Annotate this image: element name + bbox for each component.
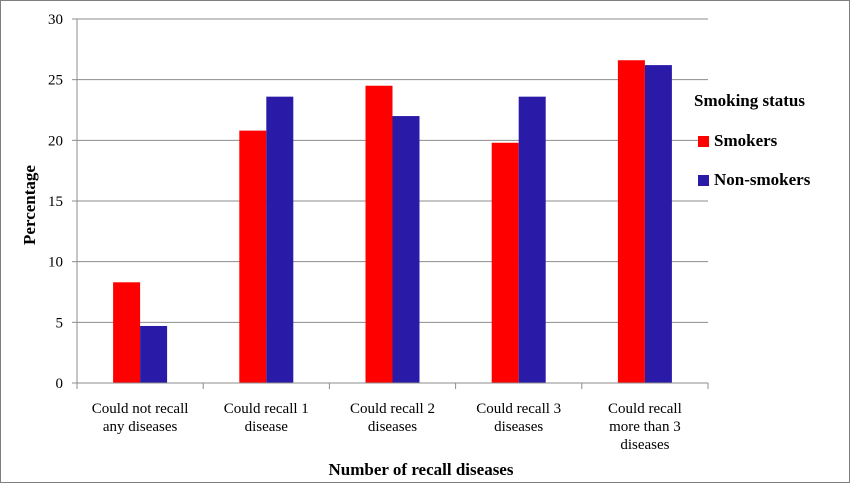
bar-smokers [113, 282, 141, 383]
y-tick-labels: 0 5 10 15 20 25 30 [48, 12, 63, 392]
bar-smokers [365, 85, 393, 383]
x-category-label: Could recall [608, 401, 682, 417]
x-category-label: diseases [620, 437, 669, 453]
x-category-label: Could not recall [92, 401, 189, 417]
y-axis-title: Percentage [20, 165, 39, 245]
bar-non-smokers [644, 65, 672, 384]
x-category-label: Could recall 2 [350, 401, 435, 417]
y-tick-label: 25 [48, 73, 63, 89]
x-category-label: diseases [494, 419, 543, 435]
bars [113, 60, 672, 384]
x-category-label: any diseases [103, 419, 178, 435]
x-category-label: Could recall 1 [224, 401, 309, 417]
bar-non-smokers [392, 116, 420, 384]
bar-smokers [491, 142, 519, 383]
legend: Smoking status Smokers Non-smokers [694, 91, 811, 189]
y-tick-label: 20 [48, 133, 63, 149]
legend-swatch [698, 136, 709, 147]
bar-non-smokers [140, 325, 168, 383]
bar-smokers [617, 60, 645, 384]
gridlines [77, 18, 708, 323]
x-axis-title: Number of recall diseases [329, 460, 514, 479]
y-tick-label: 5 [56, 315, 64, 331]
legend-title: Smoking status [694, 91, 805, 110]
axes [72, 18, 709, 389]
y-tick-label: 10 [48, 255, 63, 271]
y-tick-label: 15 [48, 194, 63, 210]
bar-non-smokers [266, 96, 294, 384]
x-category-labels: Could not recall any diseases Could recall… [92, 401, 682, 453]
legend-swatch [698, 175, 709, 186]
x-category-label: Could recall 3 [476, 401, 561, 417]
legend-label: Smokers [714, 131, 778, 150]
bar-non-smokers [518, 96, 546, 384]
x-category-label: diseases [368, 419, 417, 435]
y-tick-label: 30 [48, 12, 63, 28]
bar-smokers [239, 130, 267, 383]
y-tick-label: 0 [56, 376, 64, 392]
x-category-label: disease [245, 419, 289, 435]
x-category-label: more than 3 [609, 419, 681, 435]
legend-label: Non-smokers [714, 170, 811, 189]
